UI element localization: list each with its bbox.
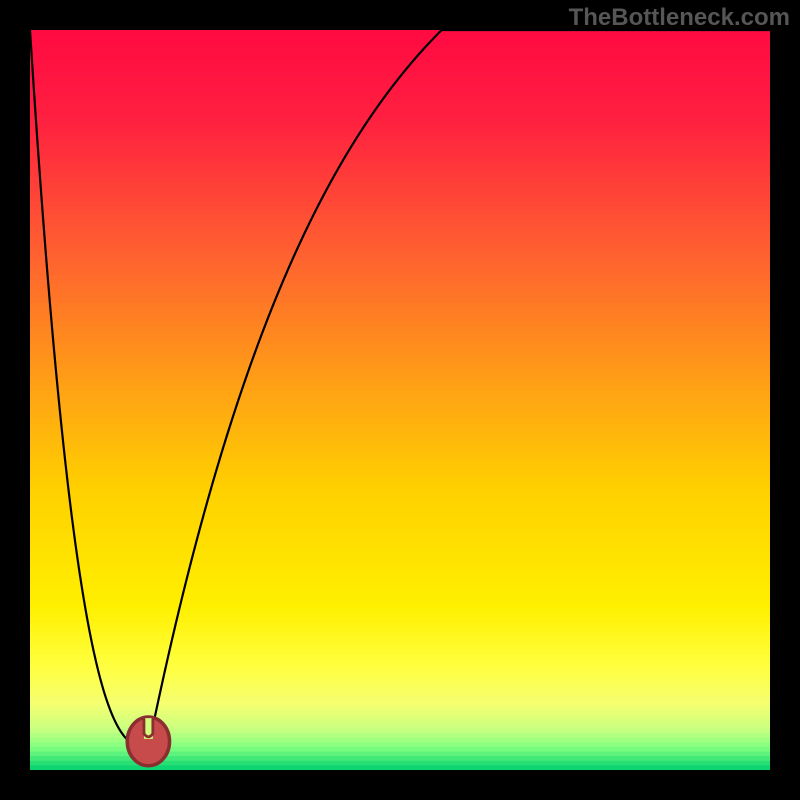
valley-marker: [127, 717, 169, 766]
gradient-background: [30, 30, 770, 770]
chart-root: TheBottleneck.com: [0, 0, 800, 800]
watermark-text: TheBottleneck.com: [569, 4, 790, 32]
plot-area: [30, 30, 770, 770]
